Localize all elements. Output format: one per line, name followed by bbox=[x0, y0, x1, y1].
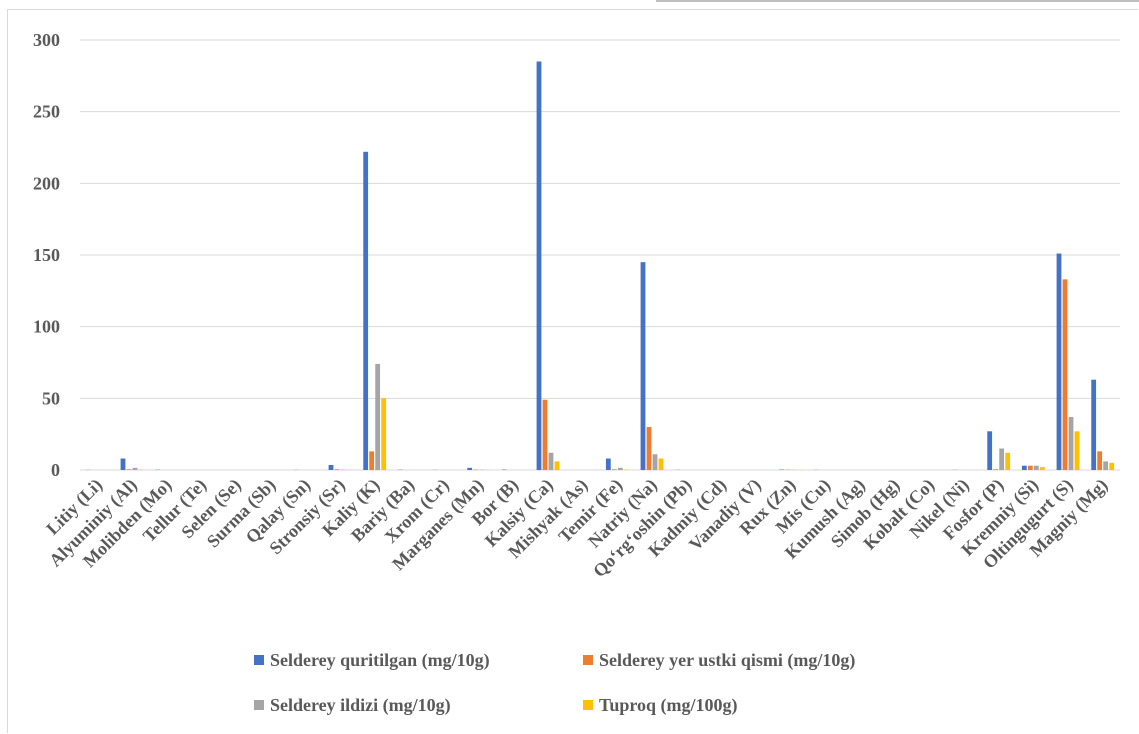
bar bbox=[1074, 431, 1080, 470]
bar bbox=[548, 452, 554, 470]
y-tick-label: 150 bbox=[33, 245, 60, 265]
legend-swatch bbox=[583, 700, 593, 710]
bar bbox=[132, 467, 138, 470]
bar bbox=[536, 61, 542, 470]
bar bbox=[375, 363, 381, 470]
bar bbox=[467, 467, 473, 470]
bar bbox=[1062, 279, 1068, 470]
bar bbox=[1097, 451, 1103, 470]
bar bbox=[1027, 465, 1033, 470]
bar bbox=[658, 458, 664, 470]
bar bbox=[617, 467, 623, 470]
legend-label: Selderey quritilgan (mg/10g) bbox=[270, 650, 490, 671]
bar bbox=[126, 469, 132, 470]
bar bbox=[554, 461, 560, 470]
y-tick-label: 250 bbox=[33, 102, 60, 122]
y-tick-label: 200 bbox=[33, 173, 60, 193]
legend-label: Selderey ildizi (mg/10g) bbox=[270, 695, 451, 716]
x-axis-labels: Litiy (Li)Alyuminiy (Al)Molibden (Mo)Tel… bbox=[42, 475, 1112, 582]
gridlines bbox=[80, 39, 1120, 471]
y-axis-ticks: 0 50 100 150 200 250 300 bbox=[33, 30, 60, 480]
legend-swatch bbox=[254, 700, 264, 710]
bar bbox=[987, 431, 993, 470]
legend-label: Tuproq (mg/100g) bbox=[599, 695, 738, 716]
bar bbox=[120, 458, 126, 470]
bar bbox=[1103, 461, 1109, 470]
bar bbox=[1005, 452, 1011, 470]
legend-swatch bbox=[583, 655, 593, 665]
bar bbox=[1056, 253, 1062, 470]
bar bbox=[328, 464, 334, 470]
legend-swatch bbox=[254, 655, 264, 665]
y-tick-label: 50 bbox=[42, 388, 60, 408]
bar bbox=[363, 151, 369, 471]
bar bbox=[369, 451, 375, 470]
bar bbox=[611, 469, 617, 470]
bar bbox=[542, 399, 548, 470]
bar bbox=[640, 262, 646, 470]
bar bbox=[1033, 465, 1039, 470]
legend: Selderey quritilgan (mg/10g) Selderey yer… bbox=[254, 650, 855, 716]
bar bbox=[334, 469, 340, 470]
y-tick-label: 100 bbox=[33, 317, 60, 337]
bar bbox=[993, 469, 999, 470]
bar bbox=[1091, 379, 1097, 470]
bar bbox=[1109, 462, 1115, 470]
bar bbox=[381, 398, 387, 470]
y-tick-label: 0 bbox=[51, 460, 60, 480]
bar bbox=[605, 458, 611, 470]
y-tick-label: 300 bbox=[33, 30, 60, 50]
bar bbox=[1068, 416, 1074, 470]
bar bbox=[646, 427, 652, 470]
bars bbox=[85, 61, 1115, 471]
bar bbox=[999, 448, 1005, 470]
top-border-line bbox=[656, 0, 1139, 2]
bar bbox=[1021, 465, 1027, 470]
bar bbox=[652, 454, 658, 470]
bar bbox=[1039, 467, 1045, 470]
legend-label: Selderey yer ustki qismi (mg/10g) bbox=[599, 650, 855, 671]
chart-frame bbox=[7, 9, 1138, 733]
